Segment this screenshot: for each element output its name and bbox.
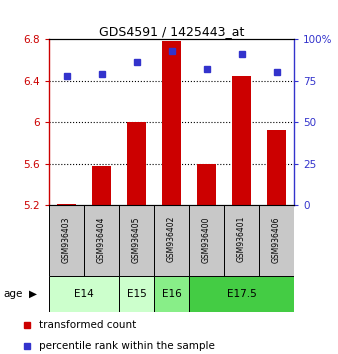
Bar (92, 166, 111, 205)
Bar (154, 205, 189, 276)
Text: percentile rank within the sample: percentile rank within the sample (40, 341, 215, 351)
Bar (119, 276, 154, 312)
Bar (224, 205, 259, 276)
Bar (232, 76, 251, 205)
Bar (119, 205, 154, 276)
Text: GSM936401: GSM936401 (237, 216, 246, 263)
Text: E14: E14 (74, 289, 94, 299)
Text: E16: E16 (162, 289, 182, 299)
Text: E17.5: E17.5 (227, 289, 257, 299)
Text: GSM936404: GSM936404 (97, 216, 106, 263)
Bar (49, 205, 84, 276)
Title: GDS4591 / 1425443_at: GDS4591 / 1425443_at (99, 25, 244, 38)
Text: GSM936400: GSM936400 (202, 216, 211, 263)
Text: ▶: ▶ (29, 289, 37, 299)
Bar (259, 205, 294, 276)
Text: age: age (3, 289, 23, 299)
Text: E15: E15 (127, 289, 146, 299)
Bar (189, 205, 224, 276)
Bar (267, 131, 286, 205)
Bar (197, 164, 216, 205)
Bar (84, 205, 119, 276)
Text: transformed count: transformed count (40, 320, 137, 330)
Bar (127, 122, 146, 205)
Bar (57, 204, 76, 205)
Text: GSM936405: GSM936405 (132, 216, 141, 263)
Bar (162, 41, 181, 205)
Text: GSM936403: GSM936403 (62, 216, 71, 263)
Bar (154, 276, 189, 312)
Bar (189, 276, 294, 312)
Text: GSM936402: GSM936402 (167, 216, 176, 263)
Text: GSM936406: GSM936406 (272, 216, 281, 263)
Bar (49, 276, 119, 312)
